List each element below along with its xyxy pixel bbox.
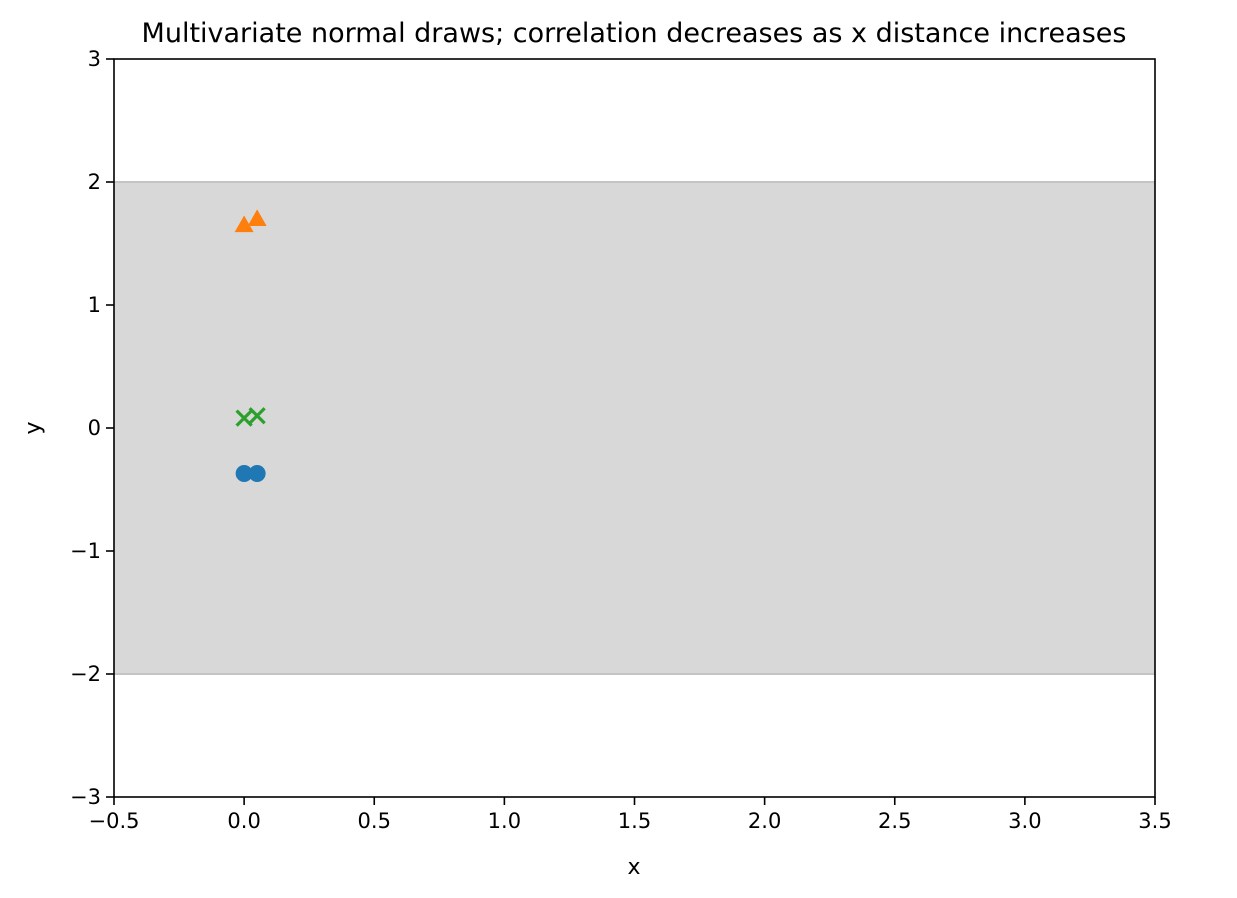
x-tick-label: 0.5 bbox=[358, 809, 391, 833]
x-tick-label: 2.0 bbox=[748, 809, 781, 833]
x-tick-label: 2.5 bbox=[878, 809, 911, 833]
band-group bbox=[114, 181, 1155, 675]
y-tick-label: 0 bbox=[88, 416, 101, 440]
chart-title: Multivariate normal draws; correlation d… bbox=[142, 18, 1127, 49]
data-point-triangle bbox=[247, 209, 267, 227]
data-point-triangle bbox=[234, 215, 254, 233]
data-point-x bbox=[248, 407, 266, 425]
band-area bbox=[114, 182, 1155, 674]
y-tick-label: −1 bbox=[70, 539, 101, 563]
x-axis: −0.5 0.0 0.5 1.0 1.5 2.0 2.5 3.0 3.5 bbox=[89, 797, 1172, 833]
x-tick-label: 1.0 bbox=[488, 809, 521, 833]
y-tick-label: −3 bbox=[70, 785, 101, 809]
y-tick-label: 2 bbox=[88, 170, 101, 194]
series-group bbox=[234, 209, 267, 483]
data-point-circle bbox=[248, 465, 266, 483]
y-axis-label: y bbox=[21, 421, 46, 434]
x-tick-label: 3.5 bbox=[1138, 809, 1171, 833]
x-tick-label: −0.5 bbox=[89, 809, 140, 833]
y-tick-label: −2 bbox=[70, 662, 101, 686]
data-point-x bbox=[235, 409, 253, 427]
y-tick-label: 1 bbox=[88, 293, 101, 317]
x-tick-label: 1.5 bbox=[618, 809, 651, 833]
x-tick-label: 3.0 bbox=[1008, 809, 1041, 833]
x-tick-label: 0.0 bbox=[227, 809, 260, 833]
y-tick-label: 3 bbox=[88, 47, 101, 71]
x-axis-label: x bbox=[627, 855, 640, 880]
y-axis: −3 −2 −1 0 1 2 3 bbox=[70, 47, 114, 809]
data-point-circle bbox=[235, 465, 253, 483]
